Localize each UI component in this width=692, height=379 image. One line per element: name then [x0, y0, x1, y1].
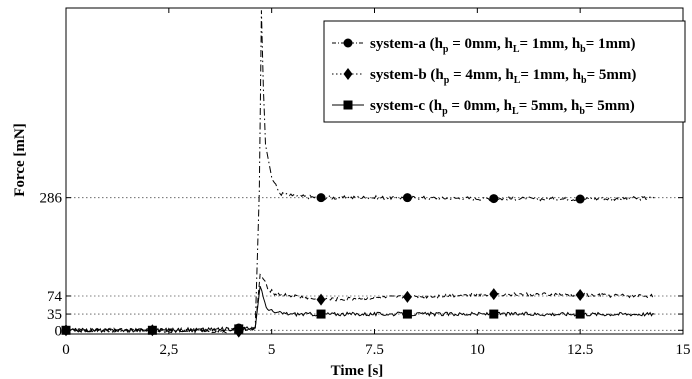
legend-subscript: b — [581, 75, 587, 86]
system-a-line — [65, 10, 655, 333]
grid-lines — [66, 197, 683, 331]
legend-text-part: = 5mm) — [585, 98, 635, 114]
legend-subscript: L — [513, 44, 520, 55]
legend-marker-system-c — [343, 100, 353, 110]
legend-marker-system-a — [343, 38, 353, 48]
legend-text-part: = 0mm, h — [448, 98, 513, 114]
y-axis-title: Force [mN] — [12, 123, 28, 196]
x-axis-title: Time [s] — [331, 363, 384, 379]
legend-subscript: p — [442, 106, 448, 117]
legend-label-system-b: system-b (hp = 4mm, hL= 1mm, hb= 5mm) — [370, 67, 636, 86]
y-tick-label: 74 — [47, 289, 63, 305]
y-tick-label: 0 — [55, 323, 63, 339]
legend-text-part: = 4mm, h — [449, 67, 514, 83]
legend-marker-system-b — [343, 68, 353, 80]
system-b-marker — [316, 293, 326, 306]
legend-text-part: = 5mm, h — [519, 98, 580, 114]
legend-text-part: system-a (h — [370, 36, 444, 52]
x-tick-label: 5 — [268, 342, 276, 358]
x-tick-label: 7.5 — [365, 342, 384, 358]
x-tick-label: 15 — [676, 342, 691, 358]
legend-subscript: b — [579, 106, 585, 117]
system-c-marker — [402, 309, 412, 319]
system-a-marker — [316, 193, 326, 203]
x-tick-label: 12.5 — [567, 342, 593, 358]
legend-subscript: b — [580, 44, 586, 55]
legend-box — [323, 20, 686, 123]
system-c-marker — [61, 325, 71, 335]
legend-subscript: p — [444, 75, 450, 86]
system-a-marker — [402, 193, 412, 203]
system-b-line — [65, 273, 655, 335]
legend-subscript: L — [512, 106, 519, 117]
system-b-marker — [489, 288, 499, 301]
legend-text-part: = 1mm) — [586, 36, 636, 52]
system-c-marker — [575, 309, 585, 319]
system-c-marker — [489, 309, 499, 319]
x-tick-label: 0 — [62, 342, 70, 358]
legend-text-part: = 0mm, h — [448, 36, 513, 52]
x-tick-label: 2,5 — [159, 342, 178, 358]
y-tick-label: 35 — [47, 307, 62, 323]
x-tick-label: 10 — [470, 342, 485, 358]
system-a-marker — [489, 194, 499, 204]
system-b-marker — [575, 289, 585, 302]
y-tick-label: 286 — [40, 191, 63, 207]
system-b-marker — [402, 290, 412, 303]
series-lines — [65, 10, 655, 335]
system-c-marker — [234, 324, 244, 334]
system-c-marker — [316, 309, 326, 319]
series-markers — [61, 193, 585, 338]
legend-text-part: = 1mm, h — [520, 36, 581, 52]
legend: system-a (hp = 0mm, hL= 1mm, hb= 1mm)sys… — [323, 20, 686, 123]
legend-label-system-c: system-c (hp = 0mm, hL= 5mm, hb= 5mm) — [370, 98, 635, 117]
legend-text-part: = 5mm) — [587, 67, 637, 83]
legend-subscript: L — [514, 75, 521, 86]
legend-subscript: p — [443, 44, 449, 55]
legend-label-system-a: system-a (hp = 0mm, hL= 1mm, hb= 1mm) — [370, 36, 636, 55]
legend-text-part: system-b (h — [370, 67, 444, 83]
system-a-marker — [575, 194, 585, 204]
system-c-line — [65, 286, 655, 334]
system-c-marker — [147, 325, 157, 335]
legend-text-part: system-c (h — [370, 98, 443, 114]
legend-text-part: = 1mm, h — [520, 67, 581, 83]
